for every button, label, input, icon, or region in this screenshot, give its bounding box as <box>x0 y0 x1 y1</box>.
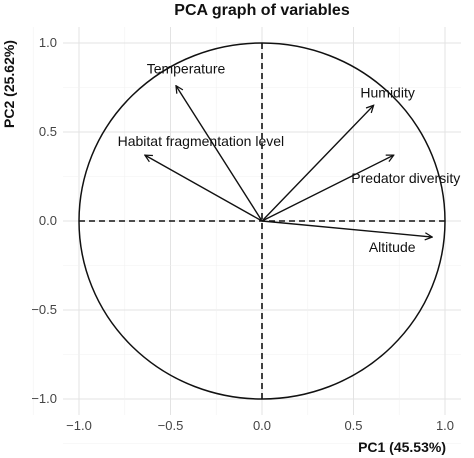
variable-labels: Temperature Humidity Habitat fragmentation… <box>118 61 461 255</box>
variable-label: Temperature <box>147 61 226 77</box>
variable-label: Predator diversity <box>351 170 460 186</box>
variable-label: Humidity <box>360 84 414 100</box>
variable-label: Habitat fragmentation level <box>118 133 285 149</box>
y-tick-label: 1.0 <box>39 35 57 50</box>
y-tick-label: −1.0 <box>31 391 57 406</box>
arrow-habitat-fragmentation-level <box>145 155 263 222</box>
x-tick-label: −0.5 <box>158 418 184 433</box>
x-tick-label: 1.0 <box>436 418 454 433</box>
y-tick-label: 0.5 <box>39 124 57 139</box>
chart-title: PCA graph of variables <box>174 2 350 19</box>
x-tick-label: 0.5 <box>344 418 362 433</box>
y-tick-labels: −1.0 −0.5 0.0 0.5 1.0 <box>31 35 57 406</box>
arrow-altitude <box>261 220 432 237</box>
arrow-predator-diversity <box>261 155 394 222</box>
y-tick-label: −0.5 <box>31 302 57 317</box>
y-axis-title: PC2 (25.62%) <box>1 40 17 128</box>
x-tick-labels: −1.0 −0.5 0.0 0.5 1.0 <box>66 418 454 433</box>
x-tick-label: −1.0 <box>66 418 92 433</box>
correlation-circle <box>78 42 446 400</box>
arrow-humidity <box>261 105 374 222</box>
variable-label: Altitude <box>369 239 416 255</box>
x-axis-title: PC1 (45.53%) <box>358 439 446 455</box>
x-tick-label: 0.0 <box>253 418 271 433</box>
arrow-temperature <box>176 86 263 222</box>
y-tick-label: 0.0 <box>39 213 57 228</box>
variable-arrows <box>145 86 432 237</box>
